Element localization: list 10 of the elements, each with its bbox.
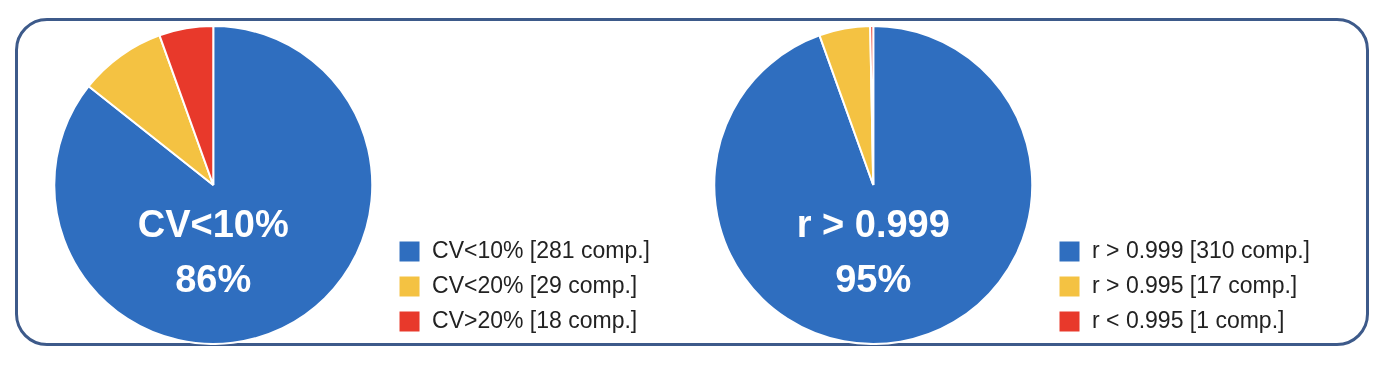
- legend-label: r > 0.999 [310 comp.]: [1092, 236, 1311, 263]
- legend-label: CV<20% [29 comp.]: [432, 271, 638, 298]
- legend-label: CV<10% [281 comp.]: [432, 236, 650, 263]
- text: r > 0.999: [796, 203, 950, 246]
- text: CV<10%: [137, 203, 289, 246]
- legend-label: r > 0.995 [17 comp.]: [1092, 271, 1298, 298]
- text: 95%: [835, 258, 912, 301]
- text: 86%: [175, 258, 252, 301]
- legend-label: CV>20% [18 comp.]: [432, 306, 638, 333]
- legend-label: r < 0.995 [1 comp.]: [1092, 306, 1285, 333]
